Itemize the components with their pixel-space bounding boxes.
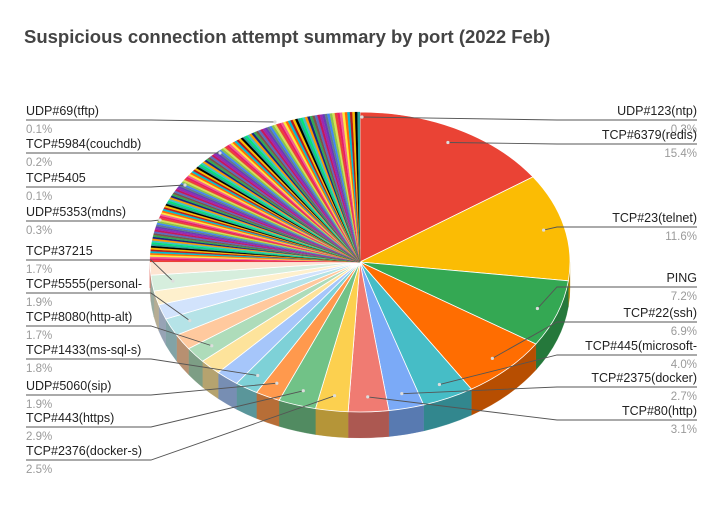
leader-line-right-3 [537,286,697,309]
leader-line-right-2 [543,226,697,231]
slice-label-left-1: TCP#5984(couchdb) [26,137,141,151]
leader-lines [26,115,697,461]
leader-line-left-4 [26,259,174,282]
pie-side-walls [149,261,571,439]
leader-dot-right-0 [360,115,364,119]
slice-pct-right-4: 6.9% [671,326,697,338]
slice-pct-left-4: 1.7% [26,264,52,276]
leader-dot-left-2 [183,183,187,187]
slice-labels: UDP#123(ntp)0.3%TCP#6379(redis)15.4%TCP#… [26,104,697,476]
leader-dot-right-2 [542,228,546,232]
slice-pct-left-1: 0.2% [26,157,52,169]
leader-line-left-6 [26,325,212,347]
leader-line-left-7 [26,358,258,376]
leader-dot-left-1 [218,151,222,155]
leader-line-left-2 [26,184,186,188]
slice-pct-right-6: 2.7% [671,391,697,403]
leader-line-left-3 [26,219,161,222]
slice-label-right-5: TCP#445(microsoft- [585,339,697,353]
pie-top-faces [149,111,571,413]
slice-label-left-7: TCP#1433(ms-sql-s) [26,343,141,357]
leader-dot-left-9 [301,389,305,393]
pie-slice-1 [358,176,571,282]
slice-label-right-0: UDP#123(ntp) [617,104,697,118]
slice-pct-left-10: 2.5% [26,464,52,476]
pie-slice-small-149 [357,111,361,263]
slice-pct-left-6: 1.7% [26,330,52,342]
leader-line-right-0 [361,116,697,121]
leader-dot-right-1 [446,140,450,145]
leader-dot-right-7 [366,395,370,399]
pie-side-6 [347,410,390,439]
pie-side-7 [315,408,349,438]
slice-pct-right-3: 7.2% [671,291,697,303]
slice-label-left-3: UDP#5353(mdns) [26,205,126,219]
chart-title: Suspicious connection attempt summary by… [24,26,551,47]
leader-line-left-10 [26,395,335,461]
leader-dot-left-4 [171,279,175,283]
leader-line-right-7 [367,396,697,421]
leader-line-left-5 [26,292,191,321]
leader-line-left-9 [26,390,304,428]
leader-dot-left-8 [275,381,279,385]
slice-pct-right-0: 0.3% [671,124,697,136]
leader-dot-right-5 [437,382,441,387]
leader-dot-left-3 [158,218,162,222]
leader-dot-left-6 [210,344,214,348]
leader-dot-left-0 [273,120,277,124]
slice-pct-left-7: 1.8% [26,363,52,375]
leader-line-right-6 [401,386,697,395]
slice-pct-left-0: 0.1% [26,124,52,136]
slice-pct-right-2: 11.6% [665,231,697,243]
leader-dot-right-6 [400,392,404,396]
slice-pct-left-9: 2.9% [26,431,52,443]
slice-pct-left-8: 1.9% [26,399,52,411]
slice-label-right-4: TCP#22(ssh) [623,306,697,320]
leader-dot-left-10 [332,394,337,398]
leader-dot-right-3 [535,306,540,311]
slice-label-left-8: UDP#5060(sip) [26,379,111,393]
slice-pct-right-7: 3.1% [671,424,697,436]
pie-slice-0 [359,111,534,263]
slice-label-right-6: TCP#2375(docker) [591,371,697,385]
slice-label-right-2: TCP#23(telnet) [612,211,697,225]
slice-label-left-10: TCP#2376(docker-s) [26,444,142,458]
slice-label-left-4: TCP#37215 [26,244,93,258]
slice-label-left-2: TCP#5405 [26,171,86,185]
slice-label-right-7: TCP#80(http) [622,404,697,418]
leader-line-right-4 [492,321,697,359]
slice-pct-left-3: 0.3% [26,225,52,237]
slice-pct-right-5: 4.0% [671,359,697,371]
slice-label-left-0: UDP#69(tftp) [26,104,99,118]
slice-pct-right-1: 15.4% [664,148,697,160]
leader-dot-left-5 [188,319,192,323]
leader-line-right-1 [447,142,697,145]
leader-dot-right-4 [490,356,494,360]
leader-line-left-8 [26,382,277,396]
slice-label-left-6: TCP#8080(http-alt) [26,310,132,324]
slice-label-left-9: TCP#443(https) [26,411,114,425]
slice-label-right-3: PING [666,271,697,285]
leader-line-right-5 [439,354,697,385]
slice-label-left-5: TCP#5555(personal- [26,277,142,291]
leader-line-left-0 [26,119,276,123]
slice-label-right-1: TCP#6379(redis) [602,128,697,142]
leader-dot-left-7 [256,373,260,378]
slice-pct-left-2: 0.1% [26,191,52,203]
slice-pct-left-5: 1.9% [26,297,52,309]
